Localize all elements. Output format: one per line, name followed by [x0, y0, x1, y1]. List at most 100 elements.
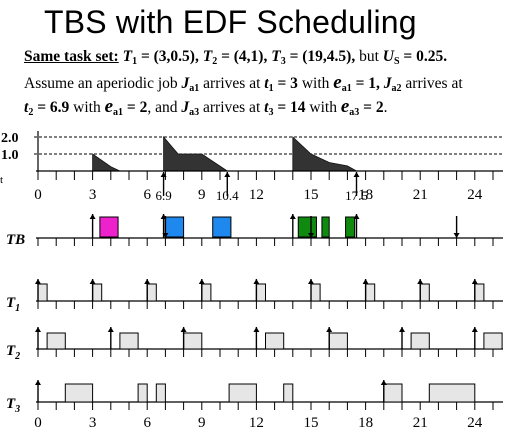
t2-sub: 2 [212, 56, 218, 67]
tb-deadline-arrow-7-head [162, 233, 169, 238]
ea1-value: = 1, [355, 75, 380, 92]
t3-value: = (19,4.5), [289, 48, 356, 65]
t1-job-1 [37, 283, 48, 302]
t2-release-arrow-24-head [471, 327, 478, 332]
tb-deadline-arrow-15-head [308, 233, 314, 238]
row-label-sub-t2: 2 [14, 351, 20, 362]
bottom-axis-label-15: 15 [304, 415, 319, 431]
t-3-value: = 14 [277, 99, 306, 116]
tb-job-4 [297, 216, 317, 238]
t-3-sub: 3 [268, 107, 274, 118]
budget-left-mark: t [0, 174, 3, 186]
t2-value: = (4,1), [221, 48, 268, 65]
t3-release-arrow-19-head [380, 380, 387, 385]
t3-job-2 [137, 383, 148, 403]
t2-release-arrow-4-head [107, 327, 114, 332]
row-label-sub-t1: 1 [15, 303, 20, 314]
t-2-value: = 6.9 [37, 99, 70, 116]
ja2-sub: a2 [391, 83, 402, 94]
with-text-3: with [309, 99, 337, 116]
end-period: . [383, 99, 388, 116]
bottom-axis-label-12: 12 [249, 415, 264, 431]
t1-release-arrow-0-head [35, 279, 41, 284]
aperiodic-description-line2: t2 = 6.9 with ea1 = 2, and Ja3 arrives a… [24, 96, 509, 118]
t1-job-7 [365, 283, 376, 302]
us-sub: S [393, 56, 400, 67]
budget-label-2: 2.0 [1, 131, 19, 146]
top-axis-label-15: 15 [304, 187, 319, 203]
row-label-t2: T2 [6, 343, 20, 362]
tb-release-arrow-14-head [289, 214, 296, 219]
t1-job-6 [310, 283, 321, 302]
bottom-axis-label-24: 24 [467, 415, 483, 431]
top-axis-label-12: 12 [249, 187, 264, 203]
ea3-sub: a3 [349, 107, 360, 118]
tb-job-6 [345, 216, 356, 238]
us-value: = 0.25. [403, 48, 448, 65]
t1-value: = (3,0.5), [140, 48, 199, 65]
tb-release-arrow-17.5-head [353, 214, 360, 219]
ja3-name: J [181, 99, 190, 116]
ea3-value: = 2 [363, 99, 384, 116]
budget-label-1: 1.0 [1, 148, 19, 163]
ea2-sub: a1 [113, 107, 124, 118]
ea2-name: e [104, 96, 114, 117]
t2-job-6 [410, 332, 430, 350]
t1-release-arrow-12-head [253, 279, 260, 284]
tb-job-3 [212, 216, 232, 238]
with-text-2: with [73, 99, 101, 116]
top-axis-label-10.4: 10.4 [216, 188, 239, 203]
t2-release-arrow-16-head [326, 327, 333, 332]
t1-job-9 [474, 283, 485, 302]
row-label-sub-t3: 3 [14, 404, 20, 415]
t1-sub: 1 [132, 56, 138, 67]
top-axis-label-3: 3 [89, 187, 97, 203]
but-text: but [359, 48, 379, 65]
top-axis-label-18: 18 [358, 187, 373, 203]
t2-job-4 [265, 332, 285, 350]
budget-area-2 [163, 135, 229, 172]
top-axis-marker-17.5-head [353, 172, 360, 177]
t1-job-4 [201, 283, 212, 302]
bottom-axis-label-3: 3 [89, 415, 97, 431]
t1-job-3 [146, 283, 157, 302]
t1-job-5 [255, 283, 266, 302]
bottom-axis-label-6: 6 [143, 415, 151, 431]
tb-release-arrow-3-head [89, 214, 96, 219]
t-2-name: t [24, 99, 29, 116]
t1-release-arrow-24-head [471, 279, 478, 284]
t2-release-arrow-8-head [180, 327, 187, 332]
bottom-axis-label-18: 18 [358, 415, 373, 431]
t2-job-3 [183, 332, 203, 350]
t3-job-7 [428, 383, 476, 403]
ja2-name: J [383, 75, 392, 92]
row-label-t3: T3 [6, 396, 20, 415]
row-label-t1: T1 [6, 295, 20, 314]
tb-job-5 [321, 216, 330, 238]
t1-job-2 [92, 283, 103, 302]
page-title: TBS with EDF Scheduling [44, 4, 417, 40]
ja3-sub: a3 [189, 107, 200, 118]
t2-job-7 [483, 332, 503, 350]
ea2-value: = 2 [126, 99, 148, 116]
t-2-sub: 2 [28, 107, 34, 118]
aperiodic-description-line1: Assume an aperiodic job Ja1 arrives at t… [24, 72, 509, 94]
t3-release-arrow-0-head [35, 380, 41, 385]
t2-job-2 [119, 332, 139, 350]
ea1-name: e [333, 72, 342, 93]
t3-sub: 3 [280, 56, 286, 67]
top-axis-marker-10.4-head [224, 172, 231, 177]
bottom-axis-label-9: 9 [198, 415, 206, 431]
t1-release-arrow-21-head [417, 279, 424, 284]
t1-name: T [122, 48, 133, 65]
t2-release-arrow-0-head [35, 327, 41, 332]
t3-job-4 [228, 383, 257, 403]
top-axis-label-6.9: 6.9 [155, 188, 171, 203]
t-1-value: = 3 [277, 75, 298, 92]
arrives-text-3: arrives at [203, 99, 261, 116]
t2-job-5 [328, 332, 348, 350]
tb-job-2 [164, 216, 185, 238]
t3-job-3 [155, 383, 166, 403]
tb-deadline-arrow-23-head [453, 233, 460, 238]
